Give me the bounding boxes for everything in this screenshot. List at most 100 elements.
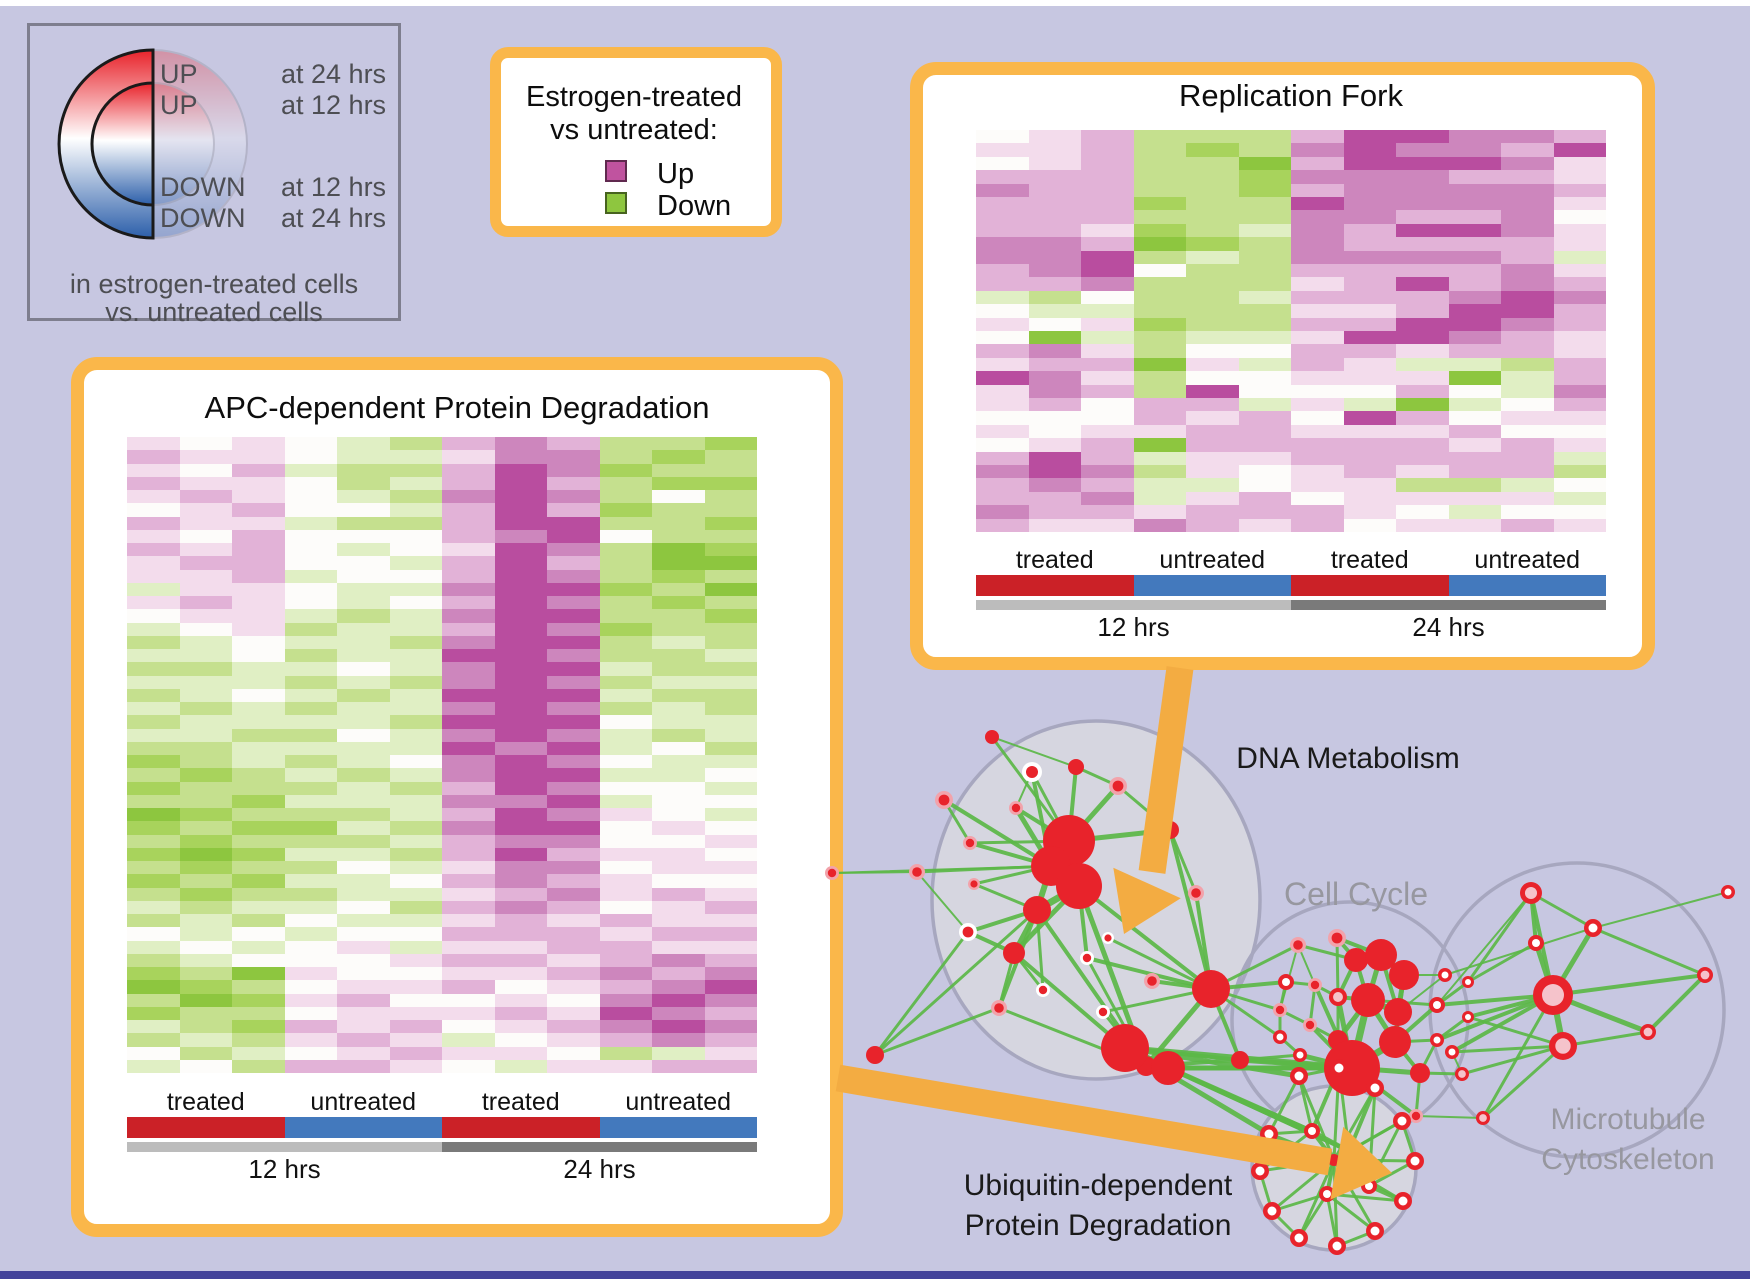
heatmap-cell [1081,411,1134,425]
network-node-center [1294,1233,1304,1243]
heatmap-cell [547,622,600,636]
heatmap-cell [1133,464,1186,479]
heatmap-cell [1081,491,1134,506]
heatmap-cell [652,1059,705,1073]
heatmap-cell [652,675,705,689]
heatmap-cell [704,967,757,981]
heatmap-cell [1553,170,1606,184]
heatmap-cell [284,503,337,517]
time-label: 24 hrs [563,1154,636,1184]
heatmap-cell [337,808,390,822]
heatmap-cell [1343,196,1396,211]
network-node-center [938,794,950,806]
heatmap-cell [442,529,495,543]
heatmap-cell [1133,170,1186,184]
heatmap-cell [547,476,600,490]
heatmap-cell [1028,357,1081,372]
heatmap-cell [1553,478,1606,492]
heatmap-cell [337,609,390,623]
network-node-center [1296,1051,1304,1059]
heatmap-cell [337,821,390,835]
heatmap-cell [337,556,390,570]
network-edge [916,871,969,933]
heatmap-cell [652,503,705,517]
heatmap-cell [1501,344,1554,358]
heatmap-cell [704,662,757,676]
heatmap-cell [1081,196,1134,211]
heatmap-cell [494,967,547,981]
heatmap-cell [1448,183,1501,197]
heatmap-cell [442,794,495,808]
heatmap-cell [976,438,1029,452]
heatmap-cell [1028,277,1081,291]
heatmap-cell [1028,263,1081,278]
heatmap-cell [547,861,600,875]
replication-group-labels: treated untreated treated untreated [976,546,1606,574]
heatmap-cell [337,516,390,530]
heatmap-cell [127,556,180,570]
legend-footer-line2: vs. untreated cells [105,297,323,327]
heatmap-cell [494,622,547,636]
heatmap-cell [1133,438,1186,452]
heatmap-cell [442,516,495,530]
heatmap-cell [442,1020,495,1034]
heatmap-cell [1291,304,1344,318]
heatmap-cell [704,1046,757,1060]
heatmap-cell [494,728,547,742]
heatmap-cell [232,953,285,967]
heatmap-cell [494,755,547,769]
heatmap-cell [652,741,705,755]
heatmap-cell [494,688,547,702]
condition-bar-segment [442,1117,600,1138]
heatmap-cell [1553,451,1606,465]
heatmap-cell [127,569,180,583]
heatmap-cell [232,1006,285,1020]
heatmap-cell [232,662,285,676]
heatmap-cell [1186,451,1239,465]
heatmap-cell [652,914,705,928]
network-node-center [1104,934,1112,942]
heatmap-cell [179,967,232,981]
heatmap-cell [1238,290,1291,305]
heatmap-cell [389,516,442,530]
heatmap-cell [232,993,285,1007]
heatmap-cell [1291,330,1344,345]
heatmap-cell [652,569,705,583]
heatmap-cell [704,993,757,1007]
heatmap-cell [127,821,180,835]
apc-time-labels: 12 hrs 24 hrs [127,1154,757,1184]
heatmap-cell [547,927,600,941]
heatmap-cell [1133,384,1186,398]
heatmap-cell [1343,505,1396,519]
heatmap-cell [284,821,337,835]
network-node-center [1588,923,1598,933]
heatmap-cell [1028,518,1081,532]
heatmap-cell [127,874,180,888]
legend-time-down-24: at 24 hrs [281,203,387,233]
heatmap-cell [127,675,180,689]
heatmap-cell [494,953,547,967]
heatmap-cell [1081,250,1134,264]
heatmap-cell [1501,491,1554,506]
heatmap-cell [284,834,337,848]
heatmap-cell [1343,156,1396,171]
condition-bar-segment [1291,575,1449,596]
heatmap-cell [1396,196,1449,211]
network-node [1068,759,1084,775]
heatmap-cell [1553,196,1606,211]
heatmap-cell [976,223,1029,238]
heatmap-cell [547,516,600,530]
heatmap-cell [337,662,390,676]
heatmap-cell [547,847,600,861]
heatmap-cell [232,688,285,702]
heatmap-cell [127,476,180,490]
time-label: 12 hrs [1097,612,1170,642]
heatmap-cell [1343,478,1396,492]
heatmap-cell [1448,411,1501,425]
network-node-center [1433,1036,1441,1044]
heatmap-cell [652,927,705,941]
heatmap-cell [599,834,652,848]
heatmap-cell [547,675,600,689]
heatmap-cell [1238,304,1291,318]
heatmap-cell [127,887,180,901]
